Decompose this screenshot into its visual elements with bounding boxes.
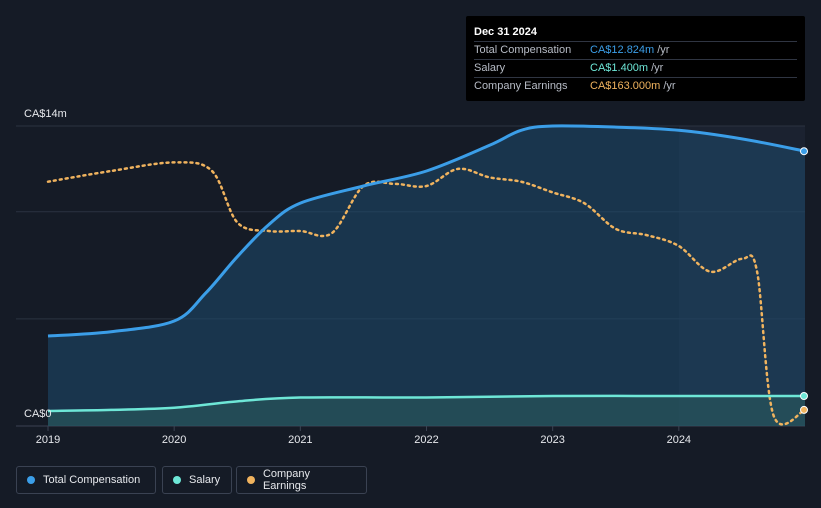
company-earnings-line (46, 161, 807, 426)
legend-label: Company Earnings (262, 468, 311, 492)
legend-label: Salary (189, 474, 221, 486)
total-compensation-line (47, 124, 806, 338)
tooltip-unit: /yr (657, 44, 670, 56)
x-axis-ticks: 2019 2020 2021 2022 2023 2024 (36, 426, 691, 446)
y-axis-top-label: CA$14m (24, 108, 67, 120)
x-tick-label: 2023 (540, 434, 564, 446)
end-markers (800, 147, 808, 414)
total-compensation-area (48, 125, 805, 426)
tooltip-date: Dec 31 2024 (474, 26, 537, 38)
x-tick-label: 2024 (667, 434, 691, 446)
salary-line (47, 394, 805, 413)
tooltip-value: CA$163.000m (590, 80, 661, 92)
tooltip: Dec 31 2024 Total Compensation CA$12.824… (466, 16, 805, 101)
tooltip-row-earnings: Company Earnings CA$163.000m /yr (474, 77, 797, 95)
legend-label: Total Compensation (43, 474, 141, 486)
legend-total-compensation[interactable]: Total Compensation (16, 466, 156, 494)
series-end-point (800, 392, 808, 400)
legend-company-earnings[interactable]: Company Earnings (236, 466, 367, 494)
tooltip-value: CA$1.400m (590, 62, 649, 74)
tooltip-unit: /yr (651, 62, 664, 74)
series-end-point (800, 405, 808, 414)
legend-dot-icon (173, 476, 181, 484)
tooltip-label: Total Compensation (474, 44, 572, 56)
legend-dot-icon (247, 476, 255, 484)
x-tick-label: 2022 (414, 434, 438, 446)
tooltip-label: Company Earnings (474, 80, 568, 92)
salary-area (48, 395, 805, 426)
x-tick-label: 2021 (288, 434, 312, 446)
x-tick-label: 2019 (36, 434, 60, 446)
legend-dot-icon (27, 476, 35, 484)
y-axis-bottom-label: CA$0 (24, 408, 52, 420)
tooltip-row-salary: Salary CA$1.400m /yr (474, 59, 797, 77)
tooltip-label: Salary (474, 62, 506, 74)
tooltip-unit: /yr (663, 80, 676, 92)
tooltip-row-total: Total Compensation CA$12.824m /yr (474, 41, 797, 59)
tooltip-value: CA$12.824m (590, 44, 655, 56)
legend-salary[interactable]: Salary (162, 466, 232, 494)
x-tick-label: 2020 (162, 434, 186, 446)
series-end-point (800, 147, 808, 156)
